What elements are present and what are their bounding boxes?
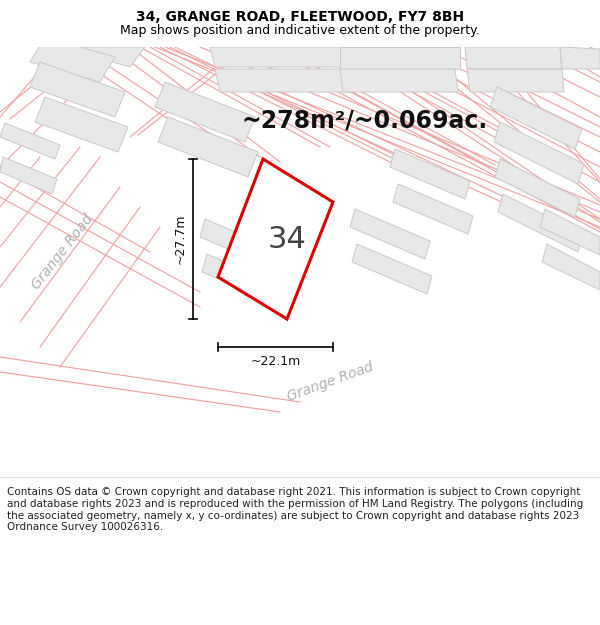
Polygon shape (158, 117, 258, 177)
Polygon shape (498, 194, 583, 252)
Polygon shape (218, 159, 333, 319)
Text: Grange Road: Grange Road (285, 360, 375, 404)
Polygon shape (390, 149, 470, 199)
Polygon shape (560, 47, 600, 69)
Polygon shape (0, 123, 60, 159)
Text: ~278m²/~0.069ac.: ~278m²/~0.069ac. (242, 108, 488, 132)
Polygon shape (340, 47, 460, 69)
Polygon shape (393, 184, 473, 234)
Polygon shape (340, 69, 458, 92)
Polygon shape (490, 87, 582, 149)
Text: ~22.1m: ~22.1m (250, 355, 301, 368)
Polygon shape (495, 159, 580, 217)
Polygon shape (200, 219, 280, 269)
Text: Grange Road: Grange Road (29, 212, 95, 292)
Polygon shape (467, 69, 564, 92)
Polygon shape (350, 209, 430, 259)
Text: Contains OS data © Crown copyright and database right 2021. This information is : Contains OS data © Crown copyright and d… (7, 488, 583, 532)
Polygon shape (540, 209, 600, 255)
Polygon shape (35, 97, 128, 152)
Polygon shape (210, 47, 345, 67)
Text: 34: 34 (268, 225, 307, 254)
Text: Map shows position and indicative extent of the property.: Map shows position and indicative extent… (120, 24, 480, 37)
Text: 34, GRANGE ROAD, FLEETWOOD, FY7 8BH: 34, GRANGE ROAD, FLEETWOOD, FY7 8BH (136, 11, 464, 24)
Polygon shape (30, 62, 125, 117)
Polygon shape (60, 47, 145, 67)
Polygon shape (155, 82, 255, 142)
Polygon shape (465, 47, 562, 69)
Polygon shape (0, 157, 57, 194)
Polygon shape (30, 37, 115, 82)
Text: ~27.7m: ~27.7m (174, 214, 187, 264)
Polygon shape (202, 254, 282, 304)
Polygon shape (494, 122, 584, 184)
Polygon shape (352, 244, 432, 294)
Polygon shape (542, 244, 600, 290)
Polygon shape (215, 69, 350, 92)
